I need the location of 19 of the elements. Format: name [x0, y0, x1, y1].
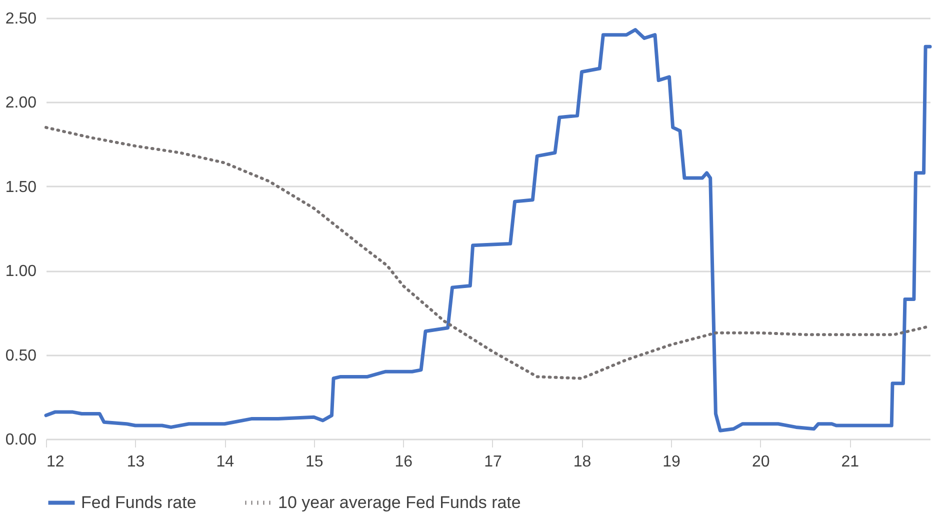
x-tick-label: 18: [573, 454, 592, 470]
x-tick-label: 15: [305, 454, 324, 470]
x-tick-label: 17: [484, 454, 502, 470]
legend-label: 10 year average Fed Funds rate: [278, 492, 521, 512]
y-tick-label: 0.50: [5, 347, 37, 364]
x-tick-label: 12: [46, 454, 64, 470]
x-tick-label: 14: [216, 454, 234, 470]
x-tick-label: 16: [394, 454, 413, 470]
x-tick-label: 19: [662, 454, 681, 470]
y-tick-label: 2.00: [5, 94, 37, 112]
x-tick-label: 20: [752, 454, 770, 470]
y-tick-label: 0.00: [5, 432, 37, 448]
y-tick-label: 1.50: [5, 178, 37, 196]
y-tick-label: 1.00: [5, 263, 37, 280]
x-tick-label: 21: [841, 454, 860, 470]
legend-label: Fed Funds rate: [81, 492, 196, 512]
y-tick-label: 2.50: [5, 10, 37, 28]
x-tick-label: 13: [126, 454, 145, 470]
line-series: [44, 28, 932, 432]
